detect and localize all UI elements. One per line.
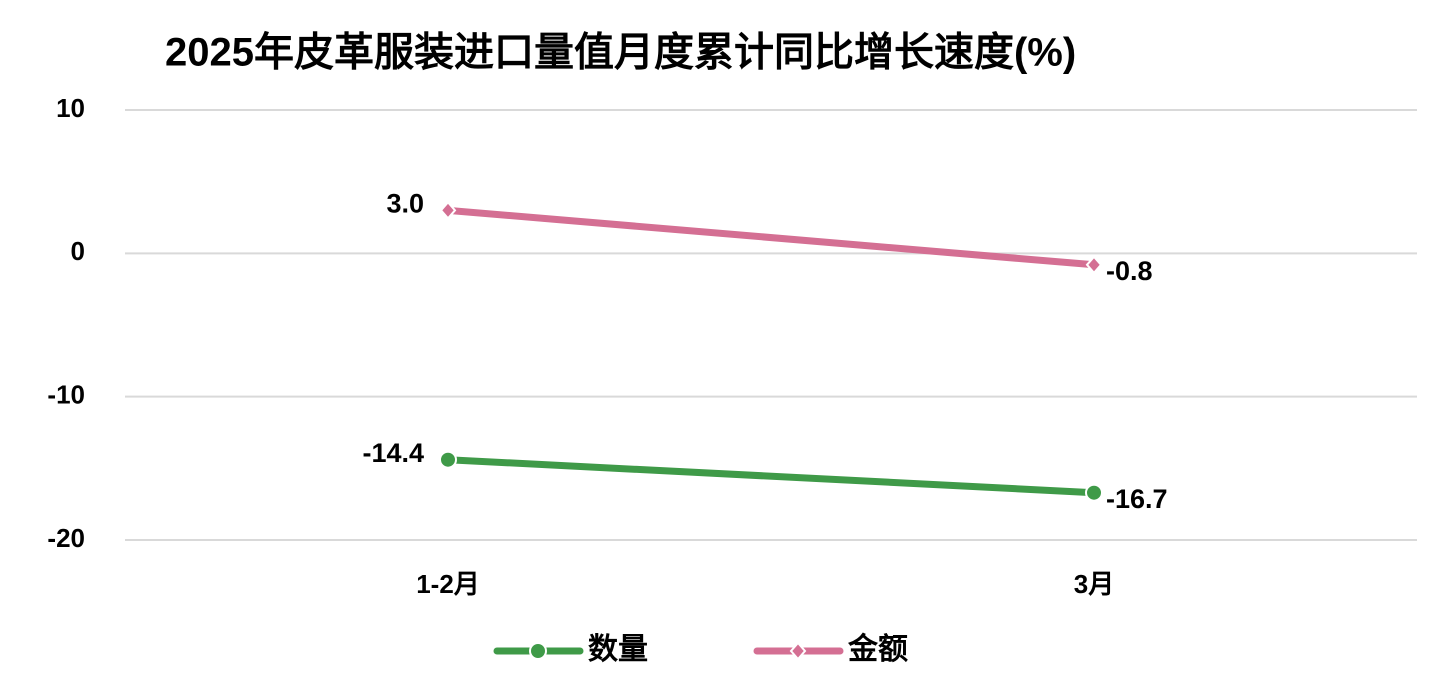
data-label: -16.7 (1106, 484, 1168, 514)
series-line (444, 206, 1098, 269)
x-tick-label: 1-2月 (416, 569, 480, 599)
y-tick-label: 0 (71, 236, 85, 266)
data-point (439, 200, 457, 220)
y-tick-label: -20 (47, 523, 85, 553)
y-tick-label: -10 (47, 380, 85, 410)
legend-label: 金额 (847, 632, 908, 666)
y-tick-label: 10 (56, 93, 85, 123)
legend-marker (789, 641, 807, 661)
series-line (444, 456, 1098, 497)
data-point (1085, 255, 1103, 275)
legend-label: 数量 (588, 633, 648, 666)
legend-marker (529, 642, 547, 660)
x-tick-label: 3月 (1074, 569, 1114, 599)
data-label: 3.0 (386, 188, 424, 218)
data-label: -0.8 (1106, 256, 1153, 286)
data-point (1085, 483, 1103, 502)
data-point (439, 450, 457, 469)
data-label: -14.4 (362, 438, 424, 468)
chart-title: 2025年皮革服装进口量值月度累计同比增长速度(%) (165, 31, 1076, 75)
